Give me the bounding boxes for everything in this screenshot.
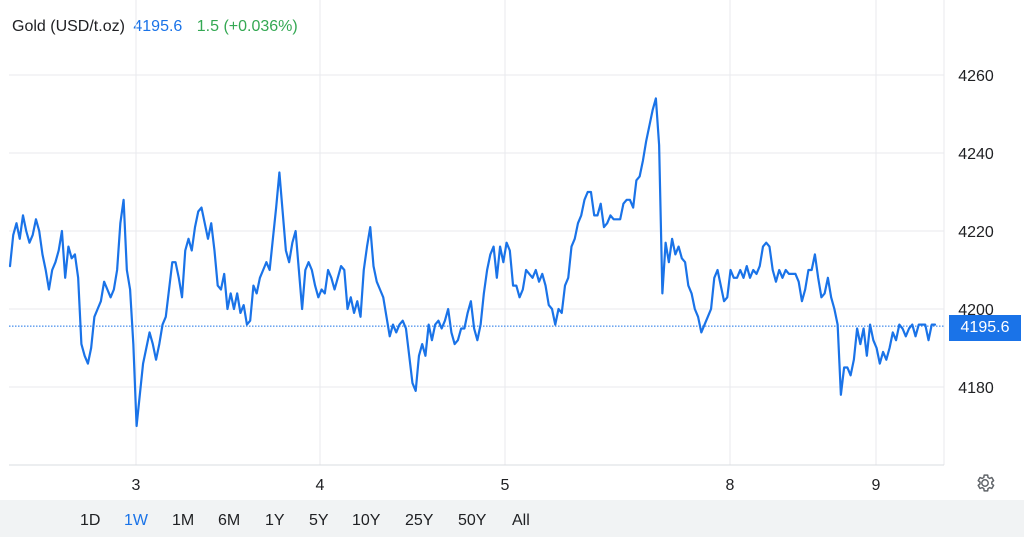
price-chart[interactable]: 4180 4200 4220 4240 4260 3 4 5 8 9 [0,0,1024,500]
price-value: 4195.6 [133,18,183,35]
x-tick-label: 3 [132,477,141,494]
x-tick-label: 4 [316,477,325,494]
current-price-tag: 4195.6 [949,315,1021,341]
change-value: 1.5 (+0.036%) [196,18,298,35]
x-tick-label: 8 [726,477,735,494]
range-button-1d[interactable]: 1D [80,512,101,529]
range-button-1m[interactable]: 1M [172,512,195,529]
range-button-1w[interactable]: 1W [124,512,148,529]
range-button-25y[interactable]: 25Y [405,512,434,529]
range-button-10y[interactable]: 10Y [352,512,381,529]
y-tick-label: 4260 [958,68,994,85]
gold-price-line [8,97,937,428]
range-button-5y[interactable]: 5Y [309,512,329,529]
range-button-50y[interactable]: 50Y [458,512,487,529]
y-tick-label: 4220 [958,224,994,241]
gear-icon[interactable] [974,472,996,494]
quote-header: Gold (USD/t.oz) 4195.6 1.5 (+0.036%) [12,18,298,36]
x-tick-label: 5 [501,477,510,494]
range-selector-bar [0,500,1024,537]
y-tick-label: 4240 [958,146,994,163]
range-button-all[interactable]: All [512,512,530,529]
y-tick-label: 4200 [958,302,994,319]
y-tick-label: 4180 [958,380,994,397]
x-tick-label: 9 [872,477,881,494]
range-button-6m[interactable]: 6M [218,512,241,529]
symbol-label: Gold (USD/t.oz) [12,18,125,35]
range-button-1y[interactable]: 1Y [265,512,285,529]
